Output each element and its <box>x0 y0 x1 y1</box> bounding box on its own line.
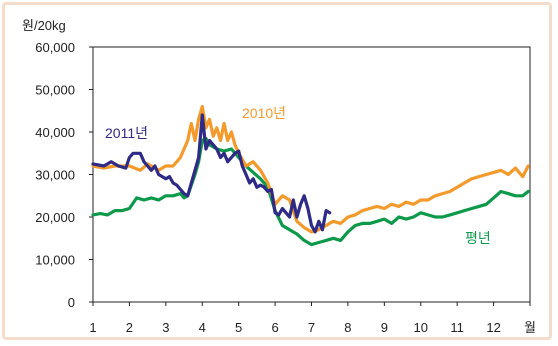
series-line <box>91 113 332 234</box>
y-tick-label: 30,000 <box>35 168 75 183</box>
series-line <box>91 104 530 234</box>
series-annotation: 2010년 <box>242 105 286 121</box>
x-tick-label: 2 <box>126 320 133 335</box>
series-annotation: 평년 <box>465 230 491 246</box>
x-unit-label: 월 <box>524 320 536 335</box>
x-tick-label: 8 <box>344 320 351 335</box>
x-tick-label: 11 <box>450 320 464 335</box>
x-tick-label: 3 <box>162 320 169 335</box>
x-tick-label: 6 <box>271 320 278 335</box>
x-tick-label: 10 <box>414 320 428 335</box>
y-tick-label: 60,000 <box>35 40 75 55</box>
x-tick-label: 1 <box>89 320 96 335</box>
series-line <box>91 136 530 247</box>
y-tick-label: 10,000 <box>35 253 75 268</box>
x-tick-label: 9 <box>381 320 388 335</box>
y-tick-label: 0 <box>68 295 75 310</box>
chart-frame <box>2 2 552 340</box>
y-tick-label: 40,000 <box>35 125 75 140</box>
y-unit-label: 원/20kg <box>22 18 66 33</box>
x-tick-label: 12 <box>486 320 500 335</box>
y-tick-label: 50,000 <box>35 83 75 98</box>
series-annotation: 2011년 <box>105 125 148 141</box>
x-tick-label: 5 <box>235 320 242 335</box>
x-tick-label: 4 <box>199 320 206 335</box>
y-tick-label: 20,000 <box>35 210 75 225</box>
x-tick-label: 7 <box>308 320 315 335</box>
